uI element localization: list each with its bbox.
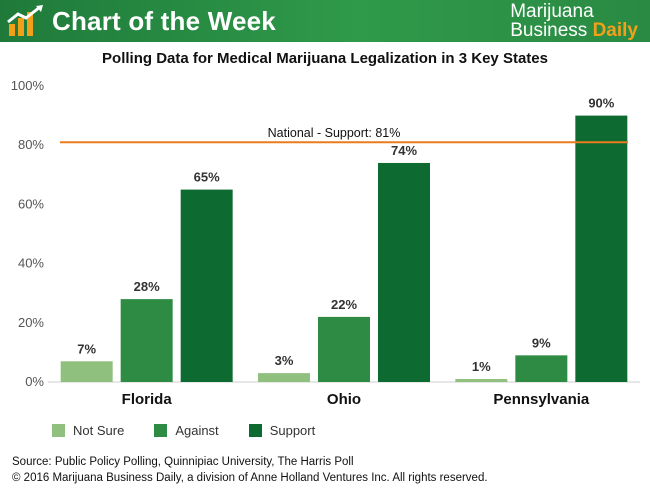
category-label: Florida bbox=[122, 391, 173, 408]
brand-business: Business bbox=[510, 20, 593, 41]
data-label-not-sure: 3% bbox=[275, 353, 294, 368]
y-tick-label: 40% bbox=[18, 256, 44, 271]
y-tick-label: 60% bbox=[18, 196, 44, 211]
legend-item-not-sure: Not Sure bbox=[52, 423, 124, 438]
legend-label-against: Against bbox=[175, 422, 219, 438]
category-label: Ohio bbox=[327, 391, 361, 408]
bar-against bbox=[120, 299, 173, 382]
data-label-not-sure: 1% bbox=[472, 359, 491, 374]
bar-support bbox=[378, 162, 430, 382]
y-tick-label: 20% bbox=[18, 315, 44, 330]
brand-line2: Business Daily bbox=[510, 21, 638, 40]
data-label-not-sure: 7% bbox=[77, 341, 96, 356]
y-tick-label: 100% bbox=[11, 78, 45, 93]
brand-daily: Daily bbox=[592, 20, 638, 41]
y-tick-label: 80% bbox=[18, 137, 44, 152]
data-label-support: 65% bbox=[194, 170, 220, 185]
bar-not-sure bbox=[455, 379, 508, 382]
national-support-label: National - Support: 81% bbox=[268, 126, 401, 140]
data-label-support: 74% bbox=[391, 143, 417, 158]
bar-against bbox=[318, 316, 370, 382]
category-label: Pennsylvania bbox=[493, 391, 590, 408]
source-line: Source: Public Policy Polling, Quinnipia… bbox=[12, 456, 354, 468]
copyright-line: © 2016 Marijuana Business Daily, a divis… bbox=[12, 472, 488, 484]
header-band bbox=[0, 0, 650, 42]
legend-item-against: Against bbox=[154, 422, 219, 438]
legend-swatch-support bbox=[248, 423, 262, 437]
legend-label-support: Support bbox=[269, 422, 316, 438]
legend: Not Sure Against Support bbox=[52, 422, 345, 438]
y-tick-label: 0% bbox=[25, 374, 44, 389]
data-label-against: 28% bbox=[134, 279, 160, 294]
bar-support bbox=[575, 115, 628, 382]
data-label-support: 90% bbox=[588, 96, 614, 111]
legend-label-not-sure: Not Sure bbox=[73, 422, 125, 438]
brand-logo: Marijuana Business Daily bbox=[510, 2, 638, 40]
legend-item-support: Support bbox=[248, 422, 316, 438]
bar-not-sure bbox=[60, 361, 113, 382]
legend-swatch-against bbox=[154, 423, 168, 437]
bar-against bbox=[515, 355, 568, 382]
bar-not-sure bbox=[258, 373, 310, 382]
brand-line1: Marijuana bbox=[510, 1, 594, 22]
bar-support bbox=[180, 189, 233, 382]
bar-chart: 0% 20% 40% 60% 80% 100% 7% 28% 65% Florida 3% 22% 74… bbox=[11, 78, 640, 408]
rising-chart-logo-icon bbox=[7, 5, 43, 36]
header-title: Chart of the Week bbox=[52, 6, 276, 36]
source-note: Source: Public Policy Polling, Quinnipia… bbox=[12, 454, 488, 486]
legend-swatch-not-sure bbox=[52, 423, 65, 437]
header-banner: Chart of the Week Marijuana Business Dai… bbox=[0, 0, 650, 42]
data-label-against: 9% bbox=[532, 335, 551, 350]
chart-title: Polling Data for Medical Marijuana Legal… bbox=[102, 50, 548, 67]
data-label-against: 22% bbox=[331, 297, 357, 312]
